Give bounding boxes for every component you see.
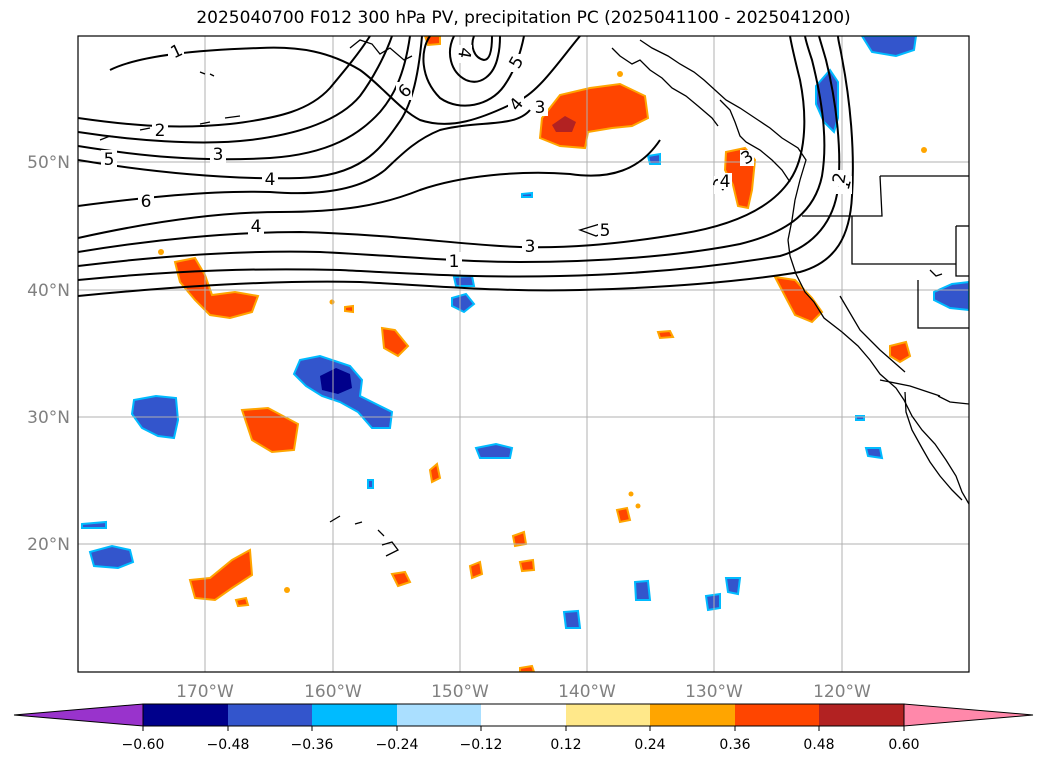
map-title: 2025040700 F012 300 hPa PV, precipitatio… — [196, 8, 851, 28]
longitude-labels: 170°W 160°W 150°W 140°W 130°W 120°W — [176, 682, 871, 702]
contour-labels: 1 2 3 4 5 6 1 2 3 4 5 6 1 3 — [101, 40, 856, 272]
lat-label: 40°N — [27, 281, 70, 301]
negative-anomaly-area — [474, 442, 514, 459]
negative-anomaly-area — [292, 354, 394, 429]
contour-label: 4 — [720, 172, 731, 192]
positive-anomaly-area — [234, 596, 250, 608]
positive-anomaly-area — [518, 558, 536, 573]
positive-anomaly-area — [519, 664, 536, 672]
negative-anomaly-area — [521, 191, 533, 198]
positive-anomaly-area — [390, 570, 412, 588]
lon-label: 140°W — [558, 682, 616, 702]
colorbar-segment — [481, 704, 566, 726]
contour-label: 4 — [453, 46, 475, 60]
lon-label: 150°W — [431, 682, 489, 702]
positive-anomaly-area — [628, 491, 634, 497]
latitude-labels: 50°N 40°N 30°N 20°N — [27, 153, 70, 555]
lat-label: 50°N — [27, 153, 70, 173]
lon-label: 120°W — [813, 682, 871, 702]
positive-anomaly-area — [921, 147, 927, 153]
colorbar-tick-label: 0.24 — [634, 737, 665, 753]
negative-anomaly-area — [81, 520, 107, 529]
positive-anomaly-area — [635, 503, 641, 509]
colorbar-segment — [819, 704, 904, 726]
contour-label: 5 — [600, 221, 611, 241]
positive-anomaly-area — [468, 560, 484, 580]
colorbar-tick-label: −0.12 — [460, 737, 503, 753]
negative-anomaly-area — [633, 579, 652, 601]
positive-anomaly-area — [240, 406, 300, 454]
positive-anomaly-area — [889, 340, 912, 364]
contour-label: 2 — [155, 121, 166, 141]
contour-label: 2 — [829, 171, 851, 185]
map-frame — [77, 35, 970, 673]
negative-anomaly-area — [88, 544, 135, 570]
colorbar-tick-label: 0.36 — [719, 737, 750, 753]
positive-anomaly-area — [656, 329, 675, 340]
colorbar-tick-label: −0.24 — [376, 737, 419, 753]
lat-label: 30°N — [27, 408, 70, 428]
lon-label: 170°W — [176, 682, 234, 702]
contour-label: 3 — [535, 98, 546, 118]
negative-anomaly-area — [562, 609, 582, 629]
lon-label: 130°W — [685, 682, 743, 702]
positive-anomaly-area — [615, 506, 632, 524]
colorbar-extend-max — [903, 703, 1034, 727]
colorbar-segment — [650, 704, 735, 726]
colorbar-tick-label: 0.48 — [803, 737, 834, 753]
positive-anomaly-area — [773, 275, 824, 324]
positive-anomaly-area — [284, 587, 290, 593]
positive-anomaly-area — [428, 462, 442, 484]
negative-anomaly-area — [452, 274, 476, 287]
negative-anomaly-area — [451, 292, 476, 314]
colorbar-segment — [397, 704, 481, 726]
colorbar-segment — [566, 704, 650, 726]
positive-anomaly-area — [344, 304, 354, 314]
contour-label: 6 — [141, 192, 152, 212]
lat-label: 20°N — [27, 535, 70, 555]
positive-anomaly-area — [617, 71, 623, 77]
strong-negative-area — [320, 368, 352, 394]
negative-anomaly-area — [724, 577, 742, 596]
negative-anomaly-area — [864, 447, 884, 460]
contour-label: 1 — [449, 252, 460, 272]
colorbar-tick-label: −0.48 — [207, 737, 250, 753]
positive-anomaly-area — [380, 326, 410, 358]
negative-anomaly-area — [933, 280, 969, 312]
colorbar-tick-label: −0.36 — [291, 737, 334, 753]
contour-label: 3 — [525, 237, 536, 257]
negative-anomaly-area — [704, 592, 721, 612]
colorbar-segment — [228, 704, 312, 726]
colorbar-extend-min — [13, 703, 144, 727]
positive-anomaly-area — [329, 299, 335, 305]
map-panel: 1 2 3 4 5 6 1 2 3 4 5 6 1 3 — [77, 35, 970, 673]
colorbar-tick-label: −0.60 — [122, 737, 165, 753]
strong-positive-area — [552, 116, 576, 132]
contour-label: 5 — [104, 150, 115, 170]
negative-anomaly-area — [860, 36, 918, 58]
lon-label: 160°W — [304, 682, 362, 702]
contour-label: 4 — [265, 170, 276, 190]
colorbar-segment — [312, 704, 397, 726]
colorbar: −0.60 −0.48 −0.36 −0.24 −0.12 0.12 0.24 … — [13, 703, 1034, 753]
colorbar-tick-label: 0.60 — [888, 737, 919, 753]
colorbar-segment — [735, 704, 819, 726]
colorbar-segment — [143, 704, 228, 726]
contour-label: 4 — [251, 217, 262, 237]
contour-label: 3 — [213, 145, 224, 165]
negative-anomaly-area — [367, 479, 374, 489]
positive-anomaly-area — [158, 249, 164, 255]
colorbar-tick-label: 0.12 — [550, 737, 581, 753]
